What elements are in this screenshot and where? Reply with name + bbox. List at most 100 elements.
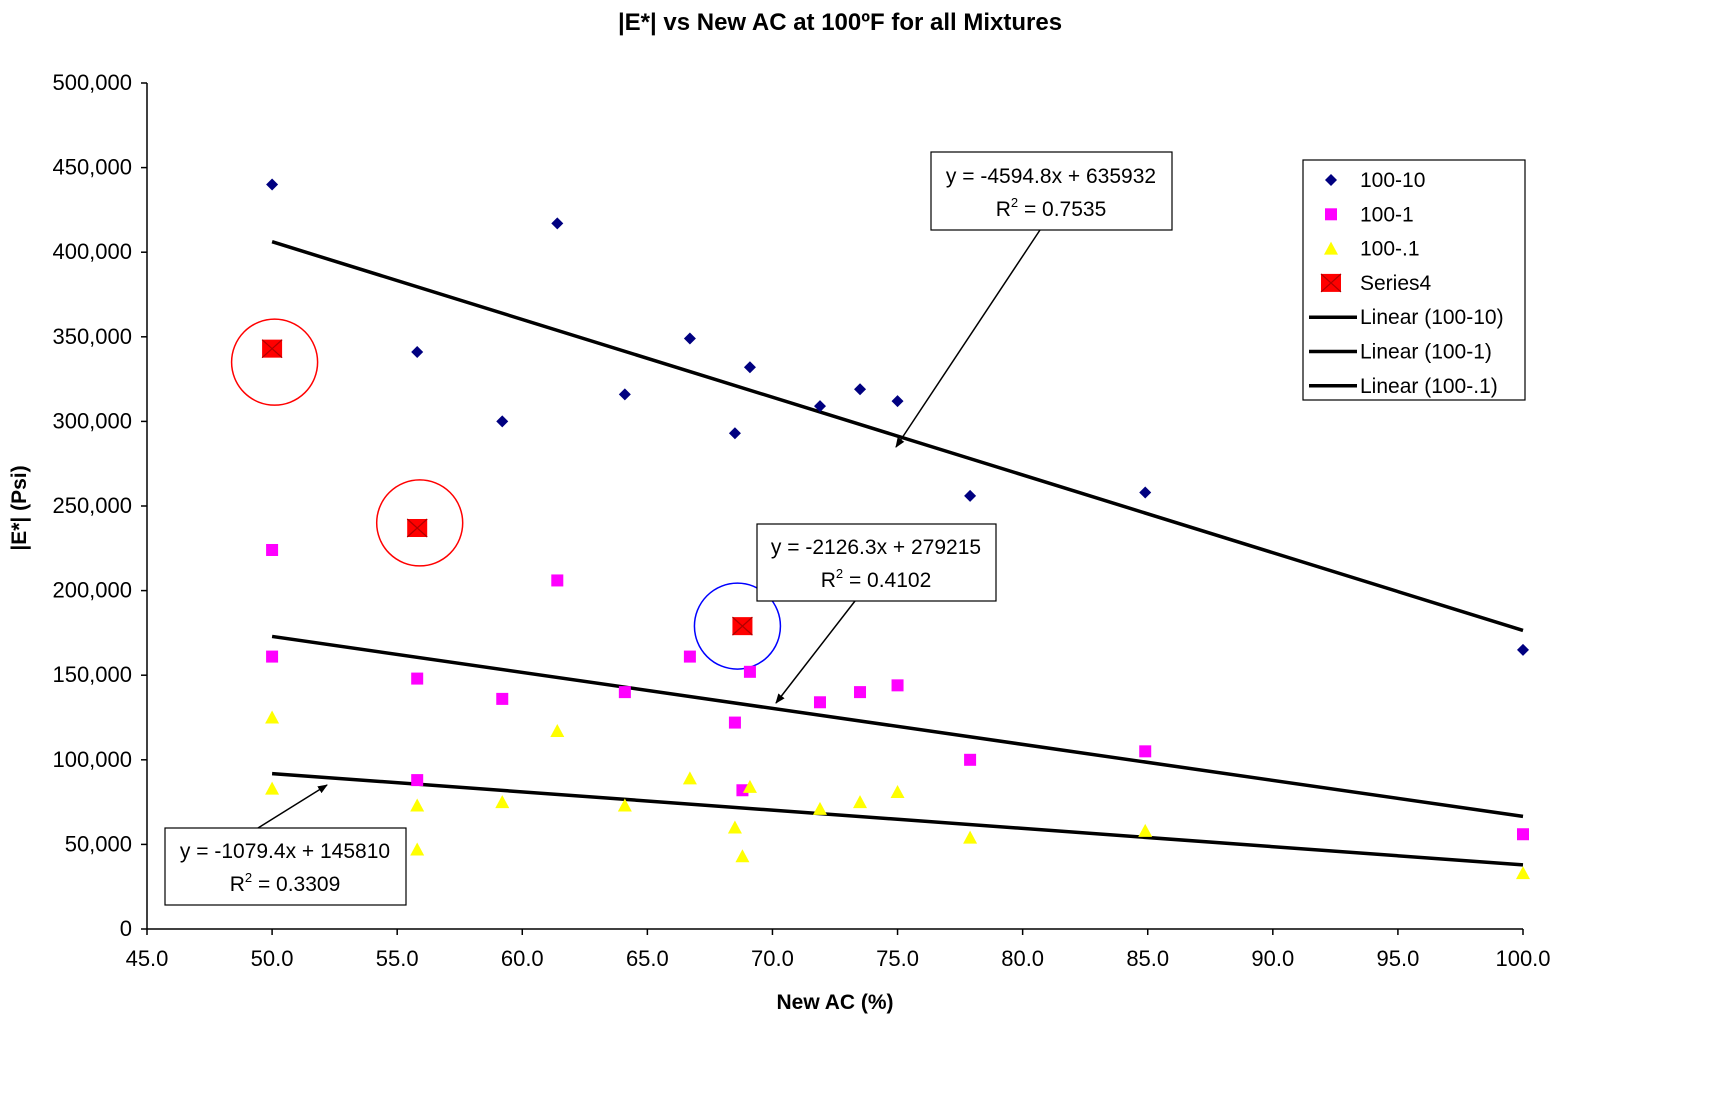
point-100-.1 — [735, 849, 750, 863]
legend-marker-2 — [1325, 208, 1337, 221]
legend-marker-1 — [1325, 174, 1337, 186]
point-100-.1 — [727, 820, 742, 834]
arrow-100-.1 — [257, 784, 328, 829]
point-100-10 — [728, 427, 741, 440]
trendline-1 — [271, 240, 1524, 633]
equation-100-.1: y = -1079.4x + 145810 — [180, 840, 390, 863]
point-100-.1 — [963, 830, 978, 844]
equation-box-100-1: y = -2126.3x + 279215 R2 = 0.4102 — [756, 523, 997, 602]
y-tick-label: 350,000 — [52, 324, 132, 349]
legend-label-2: 100-1 — [1360, 203, 1414, 226]
point-100-1 — [551, 574, 564, 587]
legend-marker-3 — [1324, 241, 1338, 255]
x-axis-ticks: 45.0 50.0 55.0 60.0 65.0 70.0 75.0 80.0 85.0 90.0… — [126, 929, 1551, 971]
legend-marker-4-cross — [1320, 273, 1342, 293]
y-tick-label: 100,000 — [52, 747, 132, 772]
x-tick-label: 70.0 — [751, 946, 794, 971]
point-100-1 — [683, 650, 696, 663]
trendlines — [271, 240, 1524, 867]
data-points — [261, 178, 1530, 880]
legend-marker-4 — [1320, 273, 1342, 293]
x-tick-label: 55.0 — [376, 946, 419, 971]
point-100-1 — [728, 716, 741, 729]
point-100-.1 — [410, 798, 425, 812]
point-100-.1 — [890, 784, 905, 798]
legend-label-5: Linear (100-10) — [1360, 306, 1504, 329]
point-Series4 — [732, 616, 753, 636]
point-100-1 — [736, 784, 749, 797]
point-100-1 — [891, 679, 904, 692]
x-axis-title: New AC (%) — [776, 991, 893, 1014]
highlight-circle-3 — [693, 582, 782, 670]
x-tick-label: 45.0 — [126, 946, 169, 971]
y-tick-label: 250,000 — [52, 493, 132, 518]
point-100-10 — [891, 395, 904, 408]
y-axis-ticks: 0 50,000 100,000 150,000 200,000 250,000 300,0… — [52, 70, 147, 941]
point-100-.1 — [495, 795, 510, 809]
x-tick-label: 75.0 — [876, 946, 919, 971]
y-tick-label: 150,000 — [52, 662, 132, 687]
highlight-circle-2 — [375, 479, 464, 567]
point-100-.1 — [812, 801, 827, 815]
y-tick-label: 500,000 — [52, 70, 132, 95]
point-100-1 — [411, 672, 424, 685]
legend: 100-10 100-1 100-.1 Series4 Linear (100-10) L… — [1302, 159, 1526, 401]
point-Series4-cross — [406, 518, 428, 538]
x-tick-label: 90.0 — [1251, 946, 1294, 971]
y-tick-label: 0 — [120, 916, 132, 941]
point-100-1 — [854, 686, 867, 699]
point-100-.1 — [265, 781, 280, 795]
arrow-100-1 — [775, 600, 856, 704]
point-100-.1 — [265, 710, 280, 724]
equation-100-1: y = -2126.3x + 279215 — [771, 536, 981, 559]
x-tick-label: 100.0 — [1495, 946, 1550, 971]
point-100-1 — [496, 692, 509, 705]
x-tick-label: 50.0 — [251, 946, 294, 971]
point-100-.1 — [853, 795, 868, 809]
legend-label-3: 100-.1 — [1360, 238, 1420, 261]
highlight-circle-1 — [230, 318, 319, 406]
x-tick-label: 60.0 — [501, 946, 544, 971]
x-tick-label: 95.0 — [1376, 946, 1419, 971]
highlight-circles — [230, 318, 782, 670]
x-tick-label: 65.0 — [626, 946, 669, 971]
point-100-.1 — [617, 798, 632, 812]
point-100-.1 — [682, 771, 697, 785]
legend-label-7: Linear (100-.1) — [1360, 375, 1498, 398]
arrow-100-10 — [895, 229, 1041, 448]
point-100-.1 — [742, 779, 757, 793]
point-100-.1 — [1138, 823, 1153, 837]
legend-label-6: Linear (100-1) — [1360, 341, 1492, 364]
point-100-10 — [964, 489, 977, 502]
y-tick-label: 50,000 — [65, 831, 132, 856]
point-Series4-cross — [261, 339, 283, 359]
trendline-2 — [271, 634, 1524, 819]
equation-box-100-.1: y = -1079.4x + 145810 R2 = 0.3309 — [164, 827, 407, 906]
point-100-1 — [411, 774, 424, 787]
y-tick-label: 300,000 — [52, 408, 132, 433]
point-100-10 — [743, 361, 756, 374]
point-100-10 — [411, 346, 424, 359]
point-100-10 — [854, 383, 867, 396]
legend-label-1: 100-10 — [1360, 169, 1425, 192]
point-100-1 — [964, 753, 977, 766]
point-Series4-cross — [732, 616, 753, 636]
r2-100-1: R2 = 0.4102 — [821, 566, 932, 592]
point-Series4 — [261, 339, 283, 359]
point-100-10 — [551, 217, 564, 230]
point-100-10 — [496, 415, 509, 428]
point-Series4 — [406, 518, 428, 538]
point-100-1 — [618, 686, 631, 699]
point-100-10 — [266, 178, 279, 191]
point-100-10 — [1517, 643, 1529, 656]
point-100-1 — [813, 696, 826, 709]
point-100-10 — [813, 400, 826, 413]
y-tick-label: 400,000 — [52, 239, 132, 264]
point-100-1 — [743, 665, 756, 678]
chart-title: |E*| vs New AC at 100ºF for all Mixtures — [618, 9, 1062, 36]
x-tick-label: 80.0 — [1001, 946, 1044, 971]
equation-box-100-10: y = -4594.8x + 635932 R2 = 0.7535 — [930, 151, 1173, 231]
point-100-1 — [1139, 745, 1152, 758]
point-100-.1 — [550, 724, 565, 738]
